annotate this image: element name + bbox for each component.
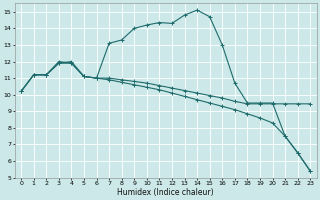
X-axis label: Humidex (Indice chaleur): Humidex (Indice chaleur): [117, 188, 214, 197]
